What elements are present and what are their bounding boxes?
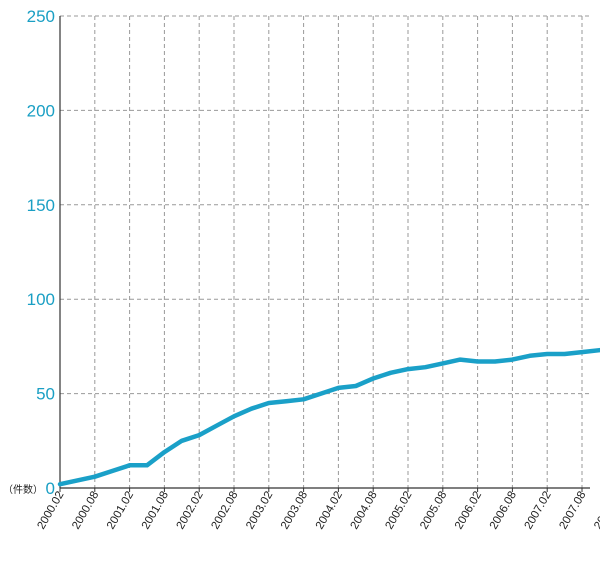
x-tick-label-2001.02: 2001.02	[105, 490, 136, 532]
y-tick-label-50: 50	[36, 385, 55, 404]
x-tick-label-2000.08: 2000.08	[70, 490, 101, 532]
x-tick-label-2003.02: 2003.02	[244, 490, 275, 532]
x-tick-label-2008.02: 2008.02	[592, 490, 600, 532]
y-tick-label-200: 200	[27, 101, 55, 120]
y-axis: 0 50 100 150 200 250	[27, 7, 61, 498]
x-tick-label-2006.08: 2006.08	[488, 490, 519, 532]
series-line	[57, 347, 600, 487]
y-tick-label-250: 250	[27, 7, 55, 26]
x-tick-label-2004.02: 2004.02	[314, 490, 345, 532]
x-tick-label-2001.08: 2001.08	[140, 490, 171, 532]
x-tick-label-2002.08: 2002.08	[209, 490, 240, 532]
y-axis-unit-label: （件数）	[3, 483, 43, 496]
x-tick-label-2006.02: 2006.02	[453, 489, 484, 531]
x-tick-label-2004.08: 2004.08	[349, 490, 380, 532]
y-tick-label-150: 150	[27, 196, 55, 215]
x-tick-label-2005.08: 2005.08	[418, 490, 449, 532]
x-axis: 2000.02 2000.08 2001.02 2001.08 2002.02 2002.…	[35, 487, 600, 532]
x-tick-label-2003.08: 2003.08	[279, 490, 310, 532]
x-tick-label-2007.08: 2007.08	[557, 490, 588, 532]
x-tick-label-2007.02: 2007.02	[523, 490, 554, 532]
x-tick-label-2005.02: 2005.02	[383, 490, 414, 532]
y-tick-label-100: 100	[27, 290, 55, 309]
y-tick-label-0: 0	[46, 479, 55, 498]
grid-lines	[60, 15, 590, 488]
x-tick-label-2002.02: 2002.02	[175, 490, 206, 532]
